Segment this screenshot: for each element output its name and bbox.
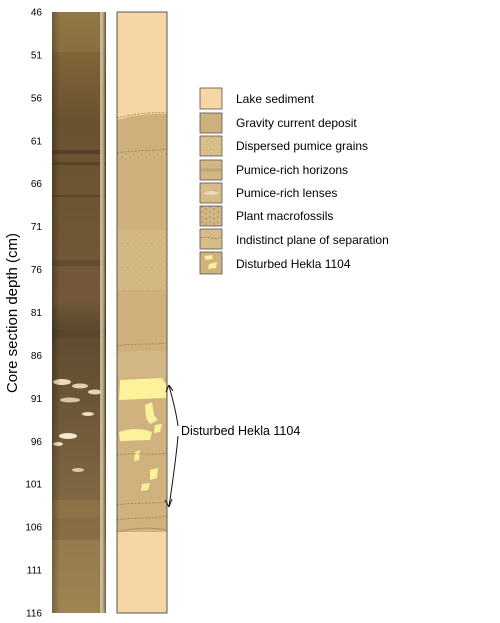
legend-swatch-plant-macrofossils (199, 205, 223, 227)
y-tick-label: 66 (31, 179, 43, 190)
legend-label: Plant macrofossils (236, 209, 333, 223)
legend-item-lake-sediment: Lake sediment (199, 87, 315, 110)
legend-item-dispersed-pumice: Dispersed pumice grains (199, 135, 368, 157)
legend-label: Pumice-rich lenses (236, 186, 337, 200)
y-tick-label: 96 (31, 437, 43, 448)
y-tick-label: 56 (31, 93, 43, 104)
legend-item-disturbed-hekla: Disturbed Hekla 1104 (199, 251, 351, 275)
callout-label: Disturbed Hekla 1104 (181, 424, 300, 438)
y-tick-label: 106 (25, 523, 42, 534)
legend-item-indistinct-plane: Indistinct plane of separation (199, 228, 389, 250)
hekla-callout: Disturbed Hekla 1104 (164, 384, 300, 508)
legend-item-pumice-horizons: Pumice-rich horizons (199, 159, 348, 181)
y-tick-label: 116 (26, 609, 42, 620)
legend-label: Indistinct plane of separation (236, 233, 389, 247)
y-tick-label: 61 (31, 136, 43, 147)
legend-swatch-dispersed-pumice (199, 135, 223, 157)
y-tick-label: 76 (31, 265, 43, 276)
legend: Lake sediment Gravity current deposit Di… (199, 87, 389, 275)
legend-item-plant-macrofossils: Plant macrofossils (199, 205, 333, 227)
y-axis-title: Core section depth (cm) (4, 233, 21, 393)
y-tick-label: 51 (31, 50, 43, 61)
legend-label: Gravity current deposit (236, 116, 357, 130)
y-tick-label: 91 (31, 394, 43, 405)
legend-swatch-gravity-current (199, 112, 223, 134)
core-log-interpretation (116, 11, 168, 614)
y-tick-label: 101 (25, 480, 42, 491)
legend-swatch-indistinct-plane (199, 228, 223, 250)
legend-label: Disturbed Hekla 1104 (236, 257, 351, 271)
y-tick-label: 71 (31, 222, 43, 233)
legend-label: Pumice-rich horizons (236, 163, 348, 177)
y-tick-label: 86 (31, 351, 43, 362)
legend-swatch-lake-sediment (199, 87, 223, 110)
y-tick-label: 46 (31, 8, 43, 19)
legend-label: Lake sediment (236, 92, 315, 106)
y-tick-label: 111 (27, 566, 43, 577)
legend-label: Dispersed pumice grains (236, 139, 368, 153)
core-photograph (52, 12, 106, 613)
legend-item-pumice-lenses: Pumice-rich lenses (199, 182, 337, 204)
y-axis-ticks: 46 51 56 61 66 71 76 81 86 91 96 101 106 111 116 (25, 8, 42, 620)
y-tick-label: 81 (31, 308, 43, 319)
legend-item-gravity-current: Gravity current deposit (199, 112, 357, 134)
